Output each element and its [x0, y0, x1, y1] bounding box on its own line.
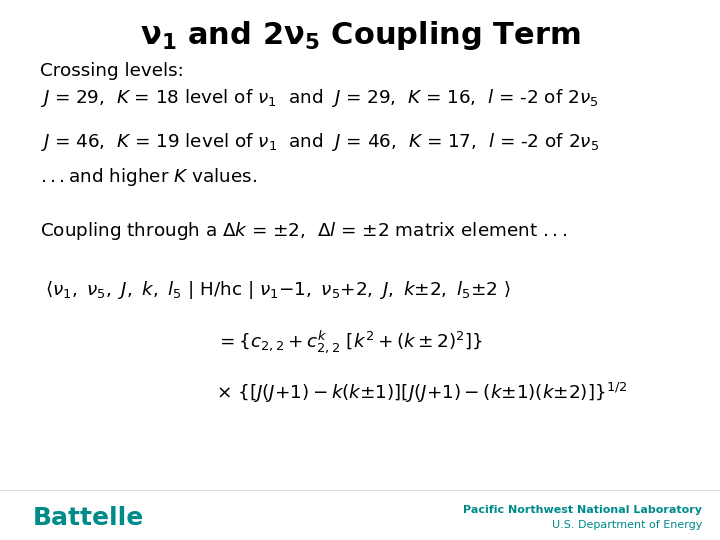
Text: Crossing levels:: Crossing levels:	[40, 62, 184, 80]
Text: $\mathbf{\nu_1}$ and $\mathbf{2\nu_5}$ Coupling Term: $\mathbf{\nu_1}$ and $\mathbf{2\nu_5}$ C…	[140, 18, 580, 52]
Text: Battelle: Battelle	[32, 507, 144, 530]
Text: $J$ = 29,  $K$ = 18 level of $\nu_1$  and  $J$ = 29,  $K$ = 16,  $l$ = -2 of 2$\: $J$ = 29, $K$ = 18 level of $\nu_1$ and …	[40, 87, 598, 109]
Text: U.S. Department of Energy: U.S. Department of Energy	[552, 520, 702, 530]
Text: Coupling through a $\Delta k$ = $\pm$2,  $\Delta l$ = $\pm$2 matrix element $...: Coupling through a $\Delta k$ = $\pm$2, …	[40, 220, 567, 242]
Text: Pacific Northwest National Laboratory: Pacific Northwest National Laboratory	[463, 505, 702, 515]
Text: $\langle \nu_1,\ \nu_5,\ J,\ k,\ l_5\ |\ \mathrm{H/hc}\ |\ \nu_1{-}1,\ \nu_5{+}2: $\langle \nu_1,\ \nu_5,\ J,\ k,\ l_5\ |\…	[45, 279, 510, 301]
Text: $...$and higher $K$ values.: $...$and higher $K$ values.	[40, 166, 256, 188]
Text: $\times\ \{[J(J{+}1) - k(k{\pm}1)][J(J{+}1) - (k{\pm}1)(k{\pm}2)]\}^{1/2}$: $\times\ \{[J(J{+}1) - k(k{\pm}1)][J(J{+…	[216, 381, 627, 405]
Text: $J$ = 46,  $K$ = 19 level of $\nu_1$  and  $J$ = 46,  $K$ = 17,  $l$ = -2 of 2$\: $J$ = 46, $K$ = 19 level of $\nu_1$ and …	[40, 131, 598, 153]
Text: $= \{c_{2,2} + c^{k}_{2,2}\ [k^2 + (k \pm 2)^2]\}$: $= \{c_{2,2} + c^{k}_{2,2}\ [k^2 + (k \p…	[216, 328, 483, 355]
